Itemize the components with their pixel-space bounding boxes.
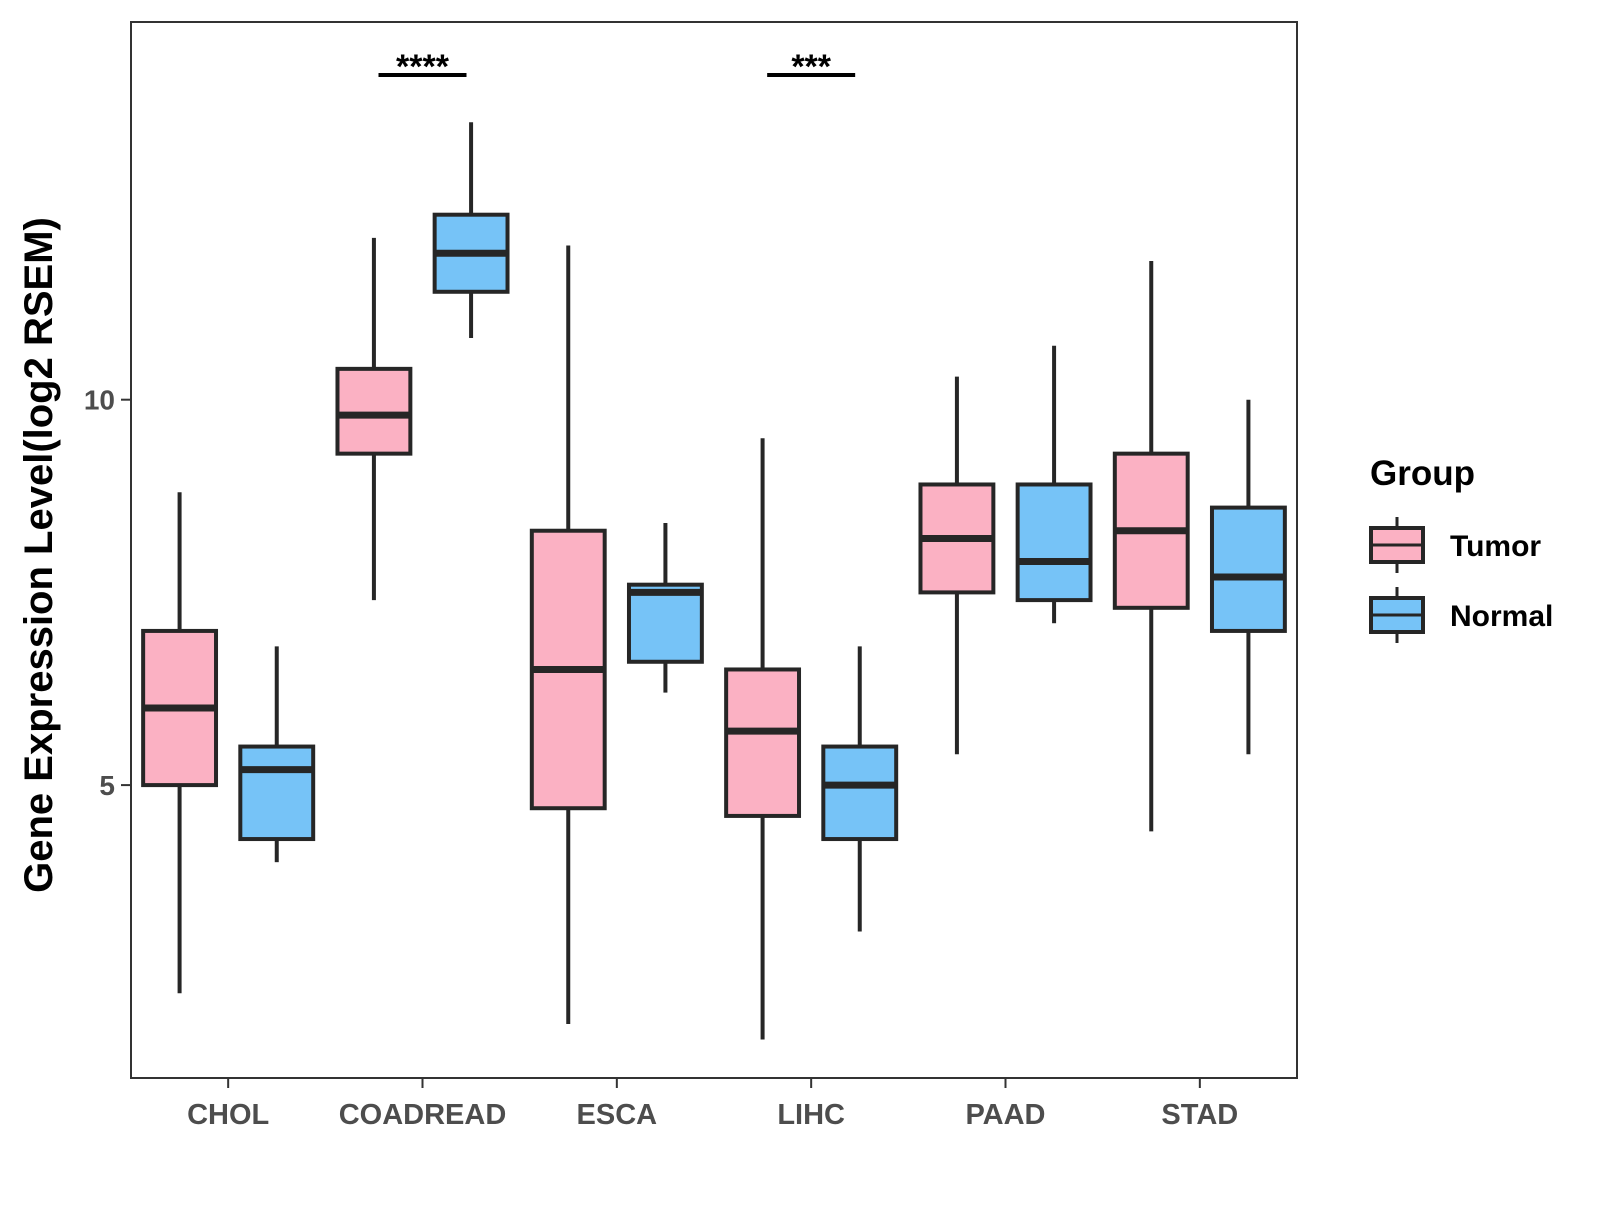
significance-label-coadread: **** (396, 48, 450, 86)
box-lihc-tumor (724, 667, 802, 818)
significance-label-lihc: *** (791, 48, 831, 86)
plot-panel-border (130, 21, 1298, 1079)
y-tick-label-5: 5 (99, 770, 115, 801)
x-tick-label-esca: ESCA (577, 1099, 658, 1131)
box-stad-normal (1209, 505, 1287, 633)
x-tick-label-chol: CHOL (187, 1099, 269, 1131)
box-chol-normal (238, 744, 316, 842)
y-tick-label-10: 10 (84, 385, 115, 416)
box-paad-normal (1015, 482, 1093, 603)
x-tick-label-coadread: COADREAD (339, 1099, 507, 1131)
x-tick-label-stad: STAD (1161, 1099, 1238, 1131)
box-lihc-normal (821, 744, 899, 842)
x-tick-label-paad: PAAD (965, 1099, 1045, 1131)
box-esca-normal (626, 582, 704, 664)
x-tick-label-lihc: LIHC (777, 1099, 845, 1131)
legend-label-normal: Normal (1450, 600, 1553, 633)
box-coadread-tumor (335, 366, 413, 456)
legend-label-tumor: Tumor (1450, 530, 1541, 563)
legend-title: Group (1370, 454, 1475, 493)
y-axis-title: Gene Expression Level(log2 RSEM) (17, 217, 61, 893)
